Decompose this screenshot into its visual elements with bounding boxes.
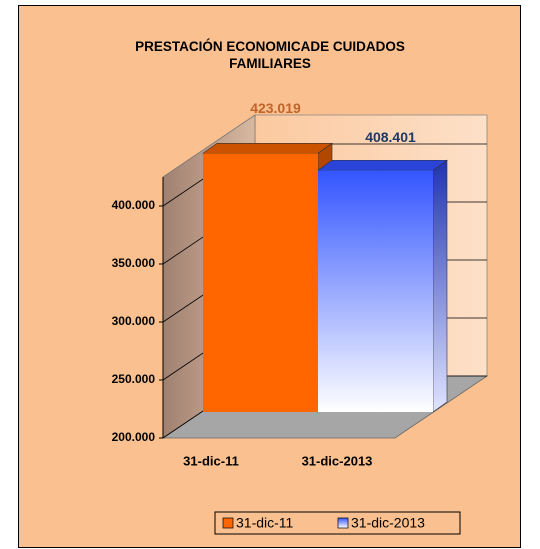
legend-box (214, 511, 461, 535)
legend-swatch (337, 517, 349, 529)
chart-title: PRESTACIÓN ECONOMICADE CUIDADOS FAMILIAR… (135, 39, 405, 71)
bar-top (317, 159, 448, 171)
y-tick-label: 300.000 (112, 314, 156, 328)
bar (203, 153, 318, 412)
x-tick-label: 31-dic-11 (183, 453, 239, 468)
y-tick-label: 200.000 (112, 430, 156, 444)
y-tick-label: 350.000 (112, 256, 156, 270)
bar (318, 170, 433, 412)
value-label: 408.401 (365, 129, 416, 145)
legend-label: 31-dic-11 (236, 515, 294, 531)
legend-swatch (222, 517, 234, 529)
x-tick-label: 31-dic-2013 (302, 453, 373, 468)
bar-top (202, 142, 333, 154)
legend-label: 31-dic-2013 (351, 515, 425, 531)
bar-side (432, 159, 448, 413)
y-tick-label: 250.000 (112, 372, 156, 386)
y-tick-label: 400.000 (112, 198, 156, 212)
value-label: 423.019 (250, 100, 301, 116)
